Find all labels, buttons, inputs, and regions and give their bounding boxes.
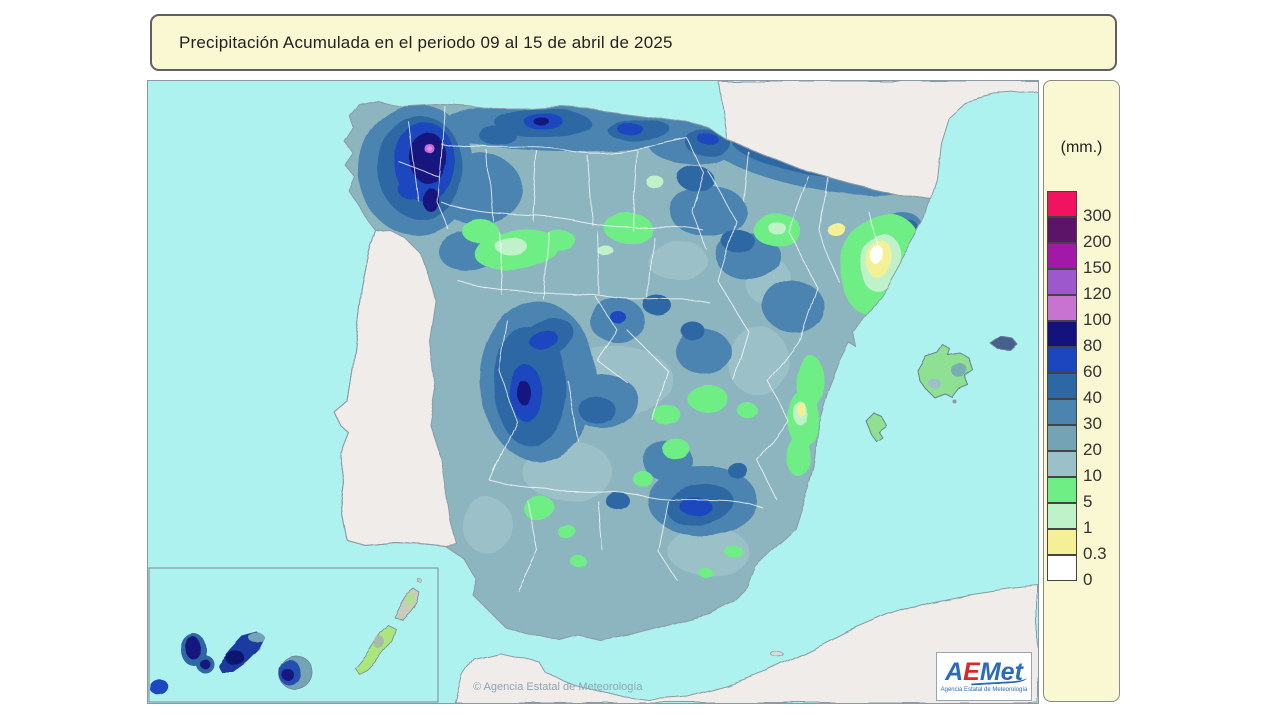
title-bar: Precipitación Acumulada en el periodo 09… [150, 14, 1117, 71]
legend-entry: 150 [1047, 243, 1111, 277]
legend-swatch [1047, 243, 1077, 269]
alboran-islets [771, 652, 785, 658]
legend-value: 200 [1083, 232, 1112, 251]
legend-value: 40 [1083, 388, 1102, 407]
legend-swatch [1047, 451, 1077, 477]
legend-value: 0.3 [1083, 544, 1107, 563]
legend-swatch [1047, 347, 1077, 373]
legend-entry: 0 [1047, 555, 1092, 589]
map-copyright: © Agencia Estatal de Meteorología [473, 681, 643, 693]
legend-entry: 200 [1047, 217, 1111, 251]
legend-entry: 300 [1047, 191, 1111, 225]
legend-entry: 60 [1047, 347, 1102, 381]
legend-entry: 10 [1047, 451, 1102, 485]
legend-swatch [1047, 373, 1077, 399]
legend-entry: 1 [1047, 503, 1092, 537]
legend-value: 20 [1083, 440, 1102, 459]
legend-value: 80 [1083, 336, 1102, 355]
legend-unit-label: (mm.) [1060, 139, 1103, 156]
legend-value: 1 [1083, 518, 1093, 537]
legend-swatch [1047, 529, 1077, 555]
canary-inset-box [148, 567, 439, 703]
legend-swatch [1047, 425, 1077, 451]
legend-swatch [1047, 555, 1077, 581]
legend-entry: 20 [1047, 425, 1102, 459]
legend-value: 150 [1083, 258, 1112, 277]
precipitation-map: © Agencia Estatal de Meteorología AEMet … [147, 80, 1039, 704]
aemet-logo: AEMet Agencia Estatal de Meteorología [936, 652, 1032, 701]
legend-swatch [1047, 269, 1077, 295]
iberia-map-svg [148, 81, 1038, 703]
legend-value: 120 [1083, 284, 1112, 303]
legend-swatch [1047, 321, 1077, 347]
legend-value: 30 [1083, 414, 1102, 433]
africa-landmass [455, 584, 1038, 703]
legend-entry: 120 [1047, 269, 1111, 303]
legend-panel: (mm.) 300 200 150 120 100 80 60 [1043, 80, 1120, 702]
legend-entry: 0.3 [1047, 529, 1107, 563]
legend-value: 300 [1083, 206, 1112, 225]
legend-swatch [1047, 503, 1077, 529]
legend-swatch [1047, 217, 1077, 243]
legend-value: 5 [1083, 492, 1093, 511]
balearic-islands [863, 335, 1018, 442]
legend-value: 0 [1083, 570, 1093, 589]
aemet-wordmark: AEMet [945, 658, 1023, 686]
legend-value: 10 [1083, 466, 1102, 485]
legend-entry: 80 [1047, 321, 1102, 355]
page-title: Precipitación Acumulada en el periodo 09… [179, 32, 673, 52]
legend-swatch [1047, 477, 1077, 503]
legend-entry: 30 [1047, 399, 1102, 433]
legend-value: 60 [1083, 362, 1102, 381]
legend-swatch [1047, 399, 1077, 425]
canary-islands [151, 578, 423, 696]
legend-swatch [1047, 191, 1077, 217]
aemet-subtitle: Agencia Estatal de Meteorología [940, 687, 1028, 693]
legend-entry: 5 [1047, 477, 1092, 511]
legend-swatch [1047, 295, 1077, 321]
province-borders [397, 104, 909, 592]
legend-entry: 100 [1047, 295, 1111, 329]
legend-value: 100 [1083, 310, 1112, 329]
legend-scale: 300 200 150 120 100 80 60 40 [1047, 191, 1111, 589]
legend-entry: 40 [1047, 373, 1102, 407]
